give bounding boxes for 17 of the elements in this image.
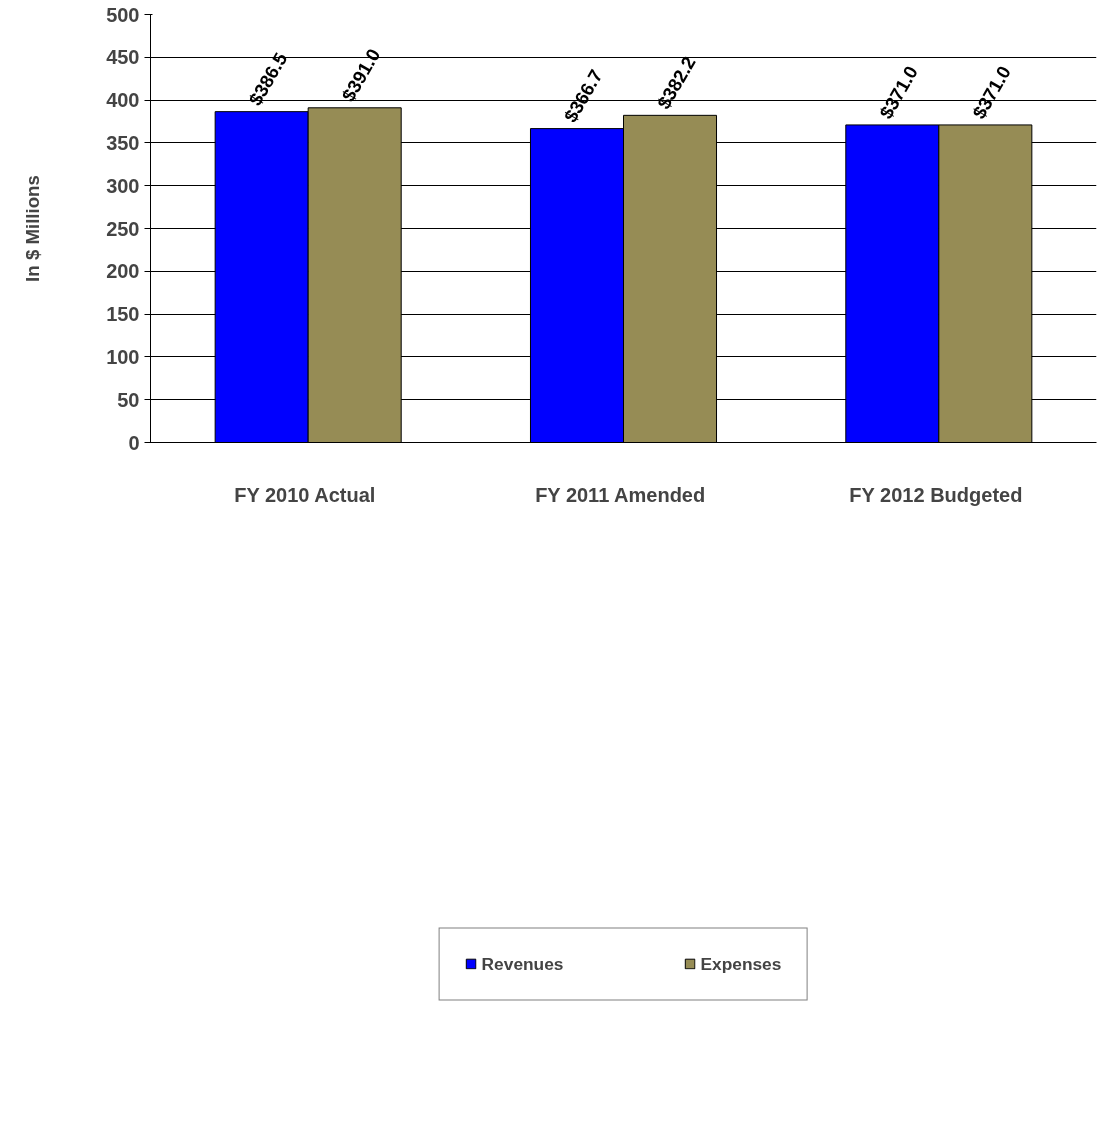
y-axis-title: In $ Millions	[22, 175, 44, 282]
y-tick-label: 100	[106, 345, 140, 368]
legend-label: Expenses	[700, 953, 782, 975]
y-tick-label: 300	[106, 174, 140, 197]
y-tick-label: 200	[106, 260, 140, 283]
y-tick-label: 500	[106, 3, 140, 26]
y-tick-label: 50	[117, 388, 140, 411]
legend-label: Revenues	[481, 953, 564, 975]
x-tick-label: FY 2011 Amended	[535, 483, 706, 506]
y-tick-label: 400	[106, 89, 140, 112]
x-tick-label: FY 2012 Budgeted	[849, 483, 1023, 506]
y-tick-label: 350	[106, 131, 140, 154]
y-tick-label: 150	[106, 303, 140, 326]
x-tick-label: FY 2010 Actual	[234, 483, 376, 506]
y-tick-label: 0	[128, 431, 140, 454]
y-tick-label: 450	[106, 46, 140, 69]
y-tick-label: 250	[106, 217, 140, 240]
